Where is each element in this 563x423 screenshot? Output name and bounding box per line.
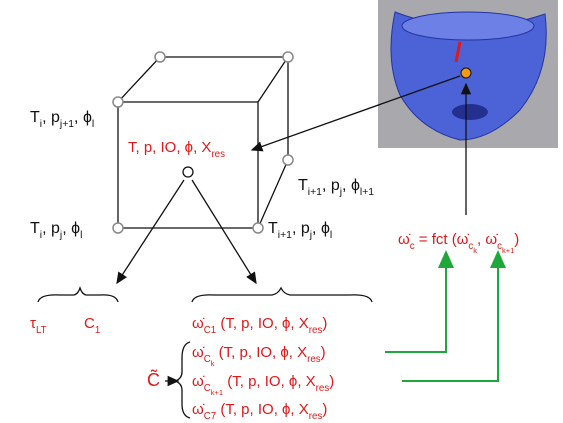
subscript: k+1 (502, 246, 514, 255)
subscript: k (211, 359, 215, 368)
c-tilde: C̃ (147, 369, 160, 390)
function-label: ω̇c = fct (ω̇ck, ω̇ck+1) (398, 231, 519, 255)
subscript: i (40, 119, 42, 130)
vertex-label: Ti+1, pj, ϕl+1 (298, 177, 374, 198)
subscript: j (309, 230, 312, 241)
center-label: T, p, IO, ϕ, Xres (128, 139, 225, 160)
subscript: c (410, 241, 415, 252)
subscript: res (316, 383, 330, 394)
rate-entry: ω̇C1 (T, p, IO, ϕ, Xres) (192, 315, 327, 336)
subscript: l (80, 230, 82, 241)
text-run: , p (322, 177, 340, 194)
subscript: l (92, 119, 94, 130)
subscript: res (309, 325, 323, 336)
text-run: , p (42, 220, 60, 237)
subscript: i (40, 230, 42, 241)
text-run: , p (292, 220, 310, 237)
text-run: ) (322, 315, 327, 332)
text-run: τ (30, 315, 36, 332)
subscript: i+1 (278, 230, 292, 241)
text-run: C (84, 315, 95, 332)
text-run: ω̇ (192, 344, 205, 361)
text-run: (T, p, IO, ϕ, X (216, 315, 309, 332)
rate-entry: ω̇Ck+1 (T, p, IO, ϕ, Xres) (192, 373, 334, 397)
subscript: k+1 (211, 388, 223, 397)
subscript: j (59, 230, 62, 241)
subscript: C1 (204, 325, 216, 336)
text-run: , ϕ (62, 220, 80, 237)
subscript: c (468, 241, 473, 252)
subscript: LT (36, 325, 47, 336)
rate-entry: ω̇C7 (T, p, IO, ϕ, Xres) (192, 401, 327, 422)
text-run: ) (514, 231, 519, 248)
text-run: , ϕ (74, 109, 92, 126)
vertex-label: Ti+1, pj, ϕl (268, 220, 332, 241)
text-run: , p (42, 109, 60, 126)
subscript: j (339, 187, 342, 198)
subscript: res (309, 411, 323, 422)
vertex-label: Ti, pj, ϕl (30, 220, 82, 241)
text-run: ω̇ (398, 231, 411, 248)
text-run: ω̇ (192, 373, 205, 390)
text-run: ω̇ (192, 401, 205, 418)
subscript: res (307, 354, 321, 365)
subscript: 1 (95, 325, 100, 336)
c1-label: C1 (84, 315, 100, 336)
text-run: (T, p, IO, ϕ, X (215, 344, 308, 361)
text-run: ) (329, 373, 334, 390)
subscript: C (204, 383, 211, 394)
text-run: , ϕ (342, 177, 360, 194)
text-run: = fct (ω̇ (415, 231, 470, 248)
subscript: C7 (204, 411, 216, 422)
text-run: C̃ (147, 369, 160, 390)
subscript: c (497, 241, 502, 252)
text-run: (T, p, IO, ϕ, X (216, 401, 309, 418)
text-run: T (30, 220, 40, 237)
text-run: ω̇ (192, 315, 205, 332)
subscript: l (330, 230, 332, 241)
subscript: i+1 (308, 187, 322, 198)
text-run: T (298, 177, 308, 194)
subscript: j+1 (59, 119, 74, 130)
vertex-label: Ti, pj+1, ϕl (30, 109, 94, 130)
arrows (37, 75, 506, 419)
text-run: ) (321, 344, 326, 361)
subscript: k (473, 246, 477, 255)
text-run: ) (322, 401, 327, 418)
sphere-image (378, 0, 558, 148)
subscript: C (204, 354, 211, 365)
text-run: T (268, 220, 278, 237)
subscript: res (211, 149, 225, 160)
text-run: , ϕ (312, 220, 330, 237)
tau-label: τLT (30, 315, 47, 336)
text-run: , ω̇ (477, 231, 498, 248)
cube (112, 51, 294, 234)
subscript: l+1 (360, 187, 374, 198)
text-run: T (30, 109, 40, 126)
text-run: T, p, IO, ϕ, X (128, 139, 211, 156)
text-run: (T, p, IO, ϕ, X (223, 373, 316, 390)
rate-entry: ω̇Ck (T, p, IO, ϕ, Xres) (192, 344, 326, 368)
